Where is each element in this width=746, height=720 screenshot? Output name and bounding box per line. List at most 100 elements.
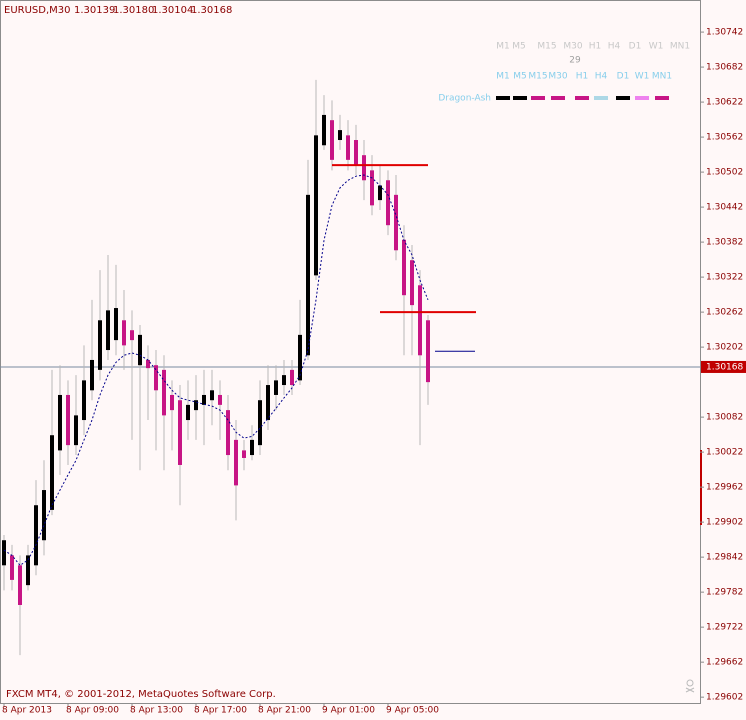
candle-body — [42, 490, 46, 541]
candle-body — [26, 555, 30, 586]
y-tick-label: 1.30262 — [706, 308, 743, 318]
candle-body — [234, 439, 238, 486]
timeframe-label: M5 — [513, 72, 527, 82]
candle-body — [186, 404, 190, 421]
candle-body — [154, 365, 158, 391]
timeframe-label: H1 — [576, 72, 589, 82]
candle-body — [82, 380, 86, 421]
candle-body — [10, 555, 14, 580]
timeframe-label: MN1 — [670, 42, 690, 52]
candle-body — [306, 194, 310, 356]
candle-body — [402, 239, 406, 296]
indicator-name: Dragon-Ash — [438, 94, 491, 104]
candle-body — [362, 155, 366, 181]
candle-body — [394, 194, 398, 251]
icon — [685, 679, 695, 693]
y-tick-label: 1.30622 — [706, 98, 743, 108]
bar-count: 29 — [569, 56, 581, 66]
y-tick-label: 1.30742 — [706, 28, 743, 38]
timeframe-label: MN1 — [652, 72, 672, 82]
candle-body — [50, 435, 54, 510]
moving-average — [3, 174, 429, 566]
y-tick-label: 1.29902 — [706, 518, 743, 528]
timeframe-label: W1 — [649, 42, 664, 52]
candle-body — [162, 369, 166, 416]
candle-body — [314, 135, 318, 276]
plot-frame — [0, 0, 701, 704]
candle-body — [418, 285, 422, 356]
candle-body — [386, 180, 390, 226]
y-tick-label: 1.30502 — [706, 168, 743, 178]
timeframe-label: M1 — [496, 72, 510, 82]
candle-body — [18, 565, 22, 605]
candle-body — [122, 320, 126, 346]
footer: FXCM MT4, © 2001-2012, MetaQuotes Softwa… — [6, 689, 276, 700]
title-ohlc: 1.30180 — [113, 5, 154, 16]
candle-body — [282, 375, 286, 386]
title-ohlc: 1.30104 — [152, 5, 193, 16]
timeframe-label: M15 — [528, 72, 547, 82]
candle-body — [202, 394, 206, 405]
timeframe-label: M30 — [548, 72, 567, 82]
y-tick-label: 1.30442 — [706, 203, 743, 213]
candle-body — [226, 410, 230, 456]
candle-body — [130, 330, 134, 341]
x-tick-label: 8 Apr 13:00 — [130, 706, 183, 716]
y-tick-label: 1.29662 — [706, 658, 743, 668]
y-tick-label: 1.29782 — [706, 588, 743, 598]
candle-body — [114, 308, 118, 341]
candle-body — [90, 359, 94, 391]
current-price-label: 1.30168 — [706, 362, 743, 372]
candle-body — [210, 390, 214, 401]
candle-body — [146, 359, 150, 369]
timeframe-label: D1 — [617, 72, 630, 82]
candle-body — [250, 439, 254, 456]
candle-body — [178, 400, 182, 465]
timeframe-label: H1 — [589, 42, 602, 52]
chart-title: EURUSD,M30 — [4, 5, 70, 16]
title-ohlc: 1.30139 — [74, 5, 115, 16]
candle-body — [298, 334, 302, 381]
candle-body — [170, 394, 174, 411]
candle-body — [346, 135, 350, 160]
current-price-box — [701, 360, 746, 373]
candle-body — [74, 415, 78, 446]
y-tick-label: 1.29962 — [706, 483, 743, 493]
candle-body — [290, 369, 294, 386]
candle-body — [66, 394, 70, 446]
candle-body — [138, 334, 142, 366]
y-tick-label: 1.30682 — [706, 63, 743, 73]
candle-body — [106, 310, 110, 351]
candle-body — [58, 394, 62, 451]
timeframe-label: H4 — [608, 42, 621, 52]
candle-body — [274, 380, 278, 395]
y-tick-label: 1.30562 — [706, 133, 743, 143]
y-tick-label: 1.29842 — [706, 553, 743, 563]
y-tick-label: 1.30202 — [706, 343, 743, 353]
candle-body — [266, 385, 270, 421]
candle-body — [98, 320, 102, 370]
timeframe-label: M30 — [563, 42, 582, 52]
candle-body — [34, 505, 38, 566]
candle-body — [354, 140, 358, 166]
y-tick-label: 1.30382 — [706, 238, 743, 248]
timeframe-label: M15 — [537, 42, 556, 52]
candle-body — [426, 320, 430, 383]
candle-body — [378, 185, 382, 201]
x-tick-label: 8 Apr 2013 — [2, 706, 52, 716]
x-tick-label: 9 Apr 05:00 — [386, 706, 439, 716]
y-tick-label: 1.29602 — [706, 693, 743, 703]
candle-body — [410, 260, 414, 306]
x-tick-label: 8 Apr 17:00 — [194, 706, 247, 716]
candle-body — [322, 114, 326, 146]
timeframe-label: M5 — [512, 42, 526, 52]
y-tick-label: 1.30322 — [706, 273, 743, 283]
title-ohlc: 1.30168 — [191, 5, 232, 16]
y-tick-label: 1.30082 — [706, 413, 743, 423]
timeframe-label: H4 — [595, 72, 608, 82]
timeframe-label: W1 — [635, 72, 650, 82]
candle-body — [2, 540, 6, 566]
candle-body — [194, 400, 198, 411]
